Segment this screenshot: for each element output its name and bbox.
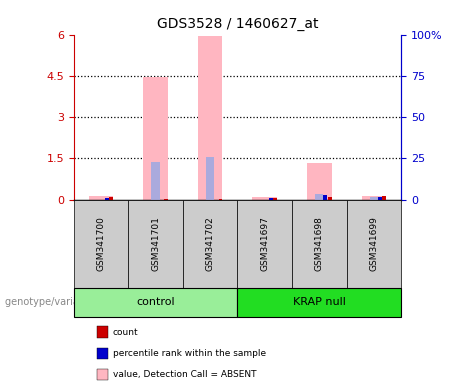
Bar (382, 196, 386, 200)
Bar (328, 197, 331, 200)
Bar (315, 194, 323, 200)
Bar (273, 198, 277, 200)
Bar (378, 197, 382, 200)
Text: GSM341698: GSM341698 (315, 217, 324, 271)
Bar (206, 157, 214, 200)
Bar (105, 198, 109, 200)
Bar (164, 199, 168, 200)
Bar (253, 197, 277, 200)
Bar (219, 199, 222, 200)
Text: GSM341701: GSM341701 (151, 217, 160, 271)
Text: GSM341700: GSM341700 (96, 217, 106, 271)
Bar (152, 162, 160, 200)
Bar (110, 197, 113, 200)
Bar (198, 36, 222, 200)
Bar (323, 195, 327, 200)
Bar (269, 198, 272, 200)
Bar (143, 77, 168, 200)
Text: count: count (113, 328, 139, 337)
Text: value, Detection Call = ABSENT: value, Detection Call = ABSENT (113, 370, 256, 379)
Text: GSM341702: GSM341702 (206, 217, 215, 271)
Bar (307, 163, 331, 200)
Text: GSM341699: GSM341699 (369, 217, 378, 271)
Text: genotype/variation ▶: genotype/variation ▶ (5, 297, 108, 308)
Bar (361, 195, 386, 200)
Bar (370, 197, 378, 200)
Text: GSM341697: GSM341697 (260, 217, 269, 271)
Title: GDS3528 / 1460627_at: GDS3528 / 1460627_at (157, 17, 318, 31)
Text: KRAP null: KRAP null (293, 297, 346, 308)
Text: control: control (136, 297, 175, 308)
Bar (89, 196, 113, 200)
Text: percentile rank within the sample: percentile rank within the sample (113, 349, 266, 358)
